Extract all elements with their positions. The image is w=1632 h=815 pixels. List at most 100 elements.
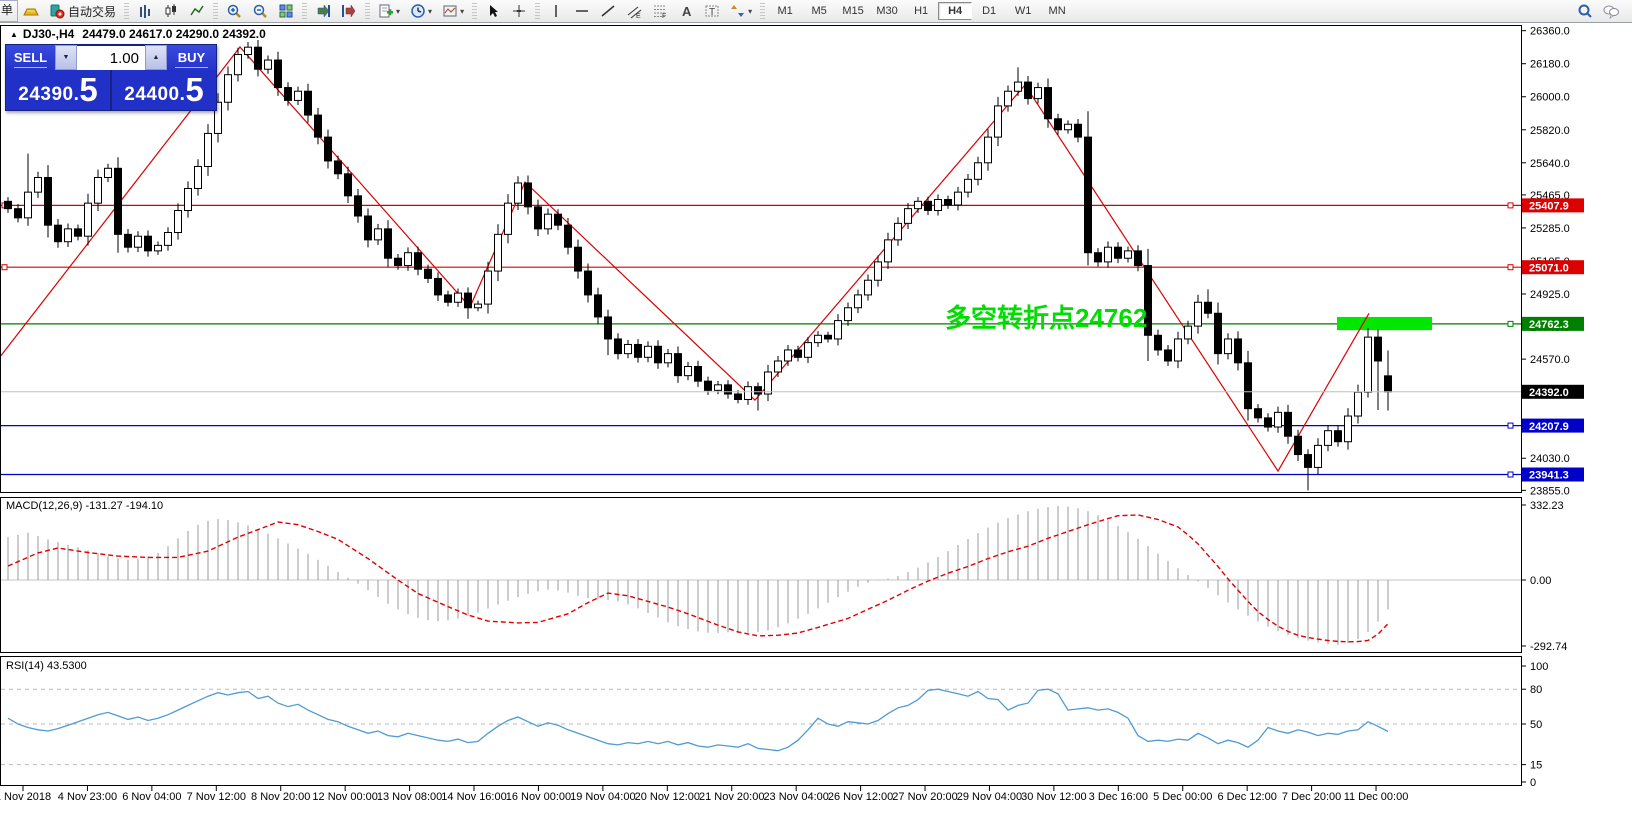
volume-decrease-button[interactable]: ▼ bbox=[55, 45, 77, 70]
autotrade-button[interactable]: 自动交易 bbox=[44, 0, 121, 22]
svg-text:-292.74: -292.74 bbox=[1530, 641, 1567, 653]
toolbar-group-pointer bbox=[480, 0, 532, 22]
period-icon bbox=[411, 4, 425, 18]
rsi-indicator-label: RSI(14) 43.5300 bbox=[6, 660, 87, 672]
panels bbox=[0, 25, 1522, 786]
timeframe-mn[interactable]: MN bbox=[1048, 5, 1066, 17]
timeframe-h4[interactable]: H4 bbox=[938, 2, 973, 20]
svg-text:11 Dec 00:00: 11 Dec 00:00 bbox=[1344, 791, 1409, 803]
collapse-arrow-icon[interactable]: ▲ bbox=[10, 29, 18, 39]
cursor-button[interactable] bbox=[480, 0, 506, 22]
arrows-button[interactable]: ▾ bbox=[725, 0, 757, 22]
annotation-text[interactable]: 多空转折点24762 bbox=[945, 303, 1147, 333]
svg-text:4 Nov 23:00: 4 Nov 23:00 bbox=[58, 791, 117, 803]
svg-text:24762.3: 24762.3 bbox=[1529, 319, 1569, 331]
channel-button[interactable]: E bbox=[621, 0, 647, 22]
channel-icon: E bbox=[627, 6, 642, 19]
gold-button[interactable] bbox=[18, 0, 44, 22]
candlechart-icon bbox=[165, 4, 177, 17]
line-handle[interactable] bbox=[1507, 471, 1514, 478]
svg-text:25071.0: 25071.0 bbox=[1529, 262, 1569, 274]
zoom-in-button[interactable] bbox=[221, 0, 247, 22]
line-handle[interactable] bbox=[1507, 202, 1514, 209]
svg-text:24030.0: 24030.0 bbox=[1530, 453, 1570, 465]
toolbar-group-file: 自动交易 bbox=[18, 0, 121, 22]
dropdown-caret-icon[interactable]: ▾ bbox=[460, 6, 465, 16]
chart-title: ▲ DJ30-,H4 24479.0 24617.0 24290.0 24392… bbox=[10, 27, 266, 41]
autotrade-label: 自动交易 bbox=[68, 4, 117, 19]
linechart-button[interactable] bbox=[184, 0, 210, 22]
chat-button[interactable] bbox=[1598, 0, 1624, 22]
new-order-button[interactable]: ▾ bbox=[373, 0, 405, 22]
svg-text:14 Nov 16:00: 14 Nov 16:00 bbox=[441, 791, 506, 803]
trendline-button[interactable] bbox=[595, 0, 621, 22]
period-button[interactable]: ▾ bbox=[405, 0, 437, 22]
tile-windows-button[interactable] bbox=[273, 0, 299, 22]
line-handle[interactable] bbox=[1507, 422, 1514, 429]
timeframe-w1[interactable]: W1 bbox=[1014, 5, 1032, 17]
svg-text:25820.0: 25820.0 bbox=[1530, 125, 1570, 137]
svg-text:24392.0: 24392.0 bbox=[1529, 387, 1569, 399]
line-handle[interactable] bbox=[1507, 320, 1514, 327]
volume-increase-button[interactable]: ▲ bbox=[145, 45, 167, 70]
vline-button[interactable] bbox=[543, 0, 569, 22]
toolbar-group-chart-type bbox=[132, 0, 210, 22]
svg-text:23 Nov 04:00: 23 Nov 04:00 bbox=[763, 791, 828, 803]
chart-shift-button[interactable] bbox=[336, 0, 362, 22]
timeframe-m1[interactable]: M1 bbox=[777, 5, 793, 17]
svg-text:A: A bbox=[682, 4, 692, 19]
toolbar-separator bbox=[213, 3, 219, 19]
timeframe-m30[interactable]: M30 bbox=[876, 5, 898, 17]
dropdown-caret-icon[interactable]: ▾ bbox=[748, 6, 753, 16]
sell-price-int: 24390. bbox=[18, 84, 80, 105]
time-axis[interactable]: 1 Nov 2018 4 Nov 23:00 6 Nov 04:00 7 Nov 12… bbox=[0, 786, 1408, 803]
dropdown-caret-icon[interactable]: ▾ bbox=[428, 6, 433, 16]
svg-text:5 Dec 00:00: 5 Dec 00:00 bbox=[1153, 791, 1212, 803]
fibonacci-button[interactable]: F bbox=[647, 0, 673, 22]
hline-button[interactable] bbox=[569, 0, 595, 22]
sell-button[interactable]: SELL bbox=[6, 45, 55, 70]
text-button[interactable]: A bbox=[673, 0, 699, 22]
auto-scroll-button[interactable] bbox=[310, 0, 336, 22]
zoom-out-button[interactable] bbox=[247, 0, 273, 22]
toolbar-group-objects: E F A T ▾ bbox=[543, 0, 757, 22]
orders-button[interactable]: 单 bbox=[0, 0, 19, 22]
buy-price[interactable]: 24400. 5 bbox=[112, 70, 216, 110]
svg-text:80: 80 bbox=[1530, 684, 1542, 696]
timeframe-m5[interactable]: M5 bbox=[811, 5, 827, 17]
green-highlight-box[interactable] bbox=[1337, 316, 1432, 331]
chart-shift-icon bbox=[342, 4, 356, 18]
symbol-period: DJ30-,H4 bbox=[22, 27, 75, 41]
label-button[interactable]: T bbox=[699, 0, 725, 22]
price-labels: 25407.9 25071.0 24762.3 24207.9 23941.3 24392… bbox=[1522, 198, 1584, 482]
svg-text:24570.0: 24570.0 bbox=[1530, 354, 1570, 366]
timeframe-toolbar: M1 M5 M15 M30 H1 H4 D1 W1 MN bbox=[768, 0, 1074, 22]
dropdown-caret-icon[interactable]: ▾ bbox=[396, 6, 401, 16]
toolbar-separator bbox=[302, 3, 308, 19]
timeframe-h1[interactable]: H1 bbox=[914, 5, 929, 17]
search-button[interactable] bbox=[1572, 0, 1598, 22]
timeframe-m15[interactable]: M15 bbox=[842, 5, 864, 17]
line-handle[interactable] bbox=[1, 264, 8, 271]
new-order-icon bbox=[379, 4, 394, 18]
macd-panel: 332.23 0.00 -292.74 bbox=[1, 500, 1567, 653]
svg-text:3 Dec 16:00: 3 Dec 16:00 bbox=[1089, 791, 1148, 803]
candlechart-button[interactable] bbox=[158, 0, 184, 22]
buy-button[interactable]: BUY bbox=[167, 45, 216, 70]
sell-price[interactable]: 24390. 5 bbox=[6, 70, 112, 110]
line-handle[interactable] bbox=[1507, 264, 1514, 271]
svg-text:20 Nov 12:00: 20 Nov 12:00 bbox=[635, 791, 700, 803]
template-button[interactable]: ▾ bbox=[437, 0, 469, 22]
crosshair-button[interactable] bbox=[506, 0, 532, 22]
timeframe-d1[interactable]: D1 bbox=[982, 5, 997, 17]
toolbar-separator bbox=[124, 3, 130, 19]
barchart-button[interactable] bbox=[132, 0, 158, 22]
svg-text:F: F bbox=[662, 13, 666, 19]
svg-text:25640.0: 25640.0 bbox=[1530, 158, 1570, 170]
tile-windows-icon bbox=[279, 4, 293, 18]
text-icon: A bbox=[682, 4, 692, 19]
volume-input[interactable]: 1.00 bbox=[77, 45, 145, 70]
ohlc-values: 24479.0 24617.0 24290.0 24392.0 bbox=[82, 27, 266, 41]
